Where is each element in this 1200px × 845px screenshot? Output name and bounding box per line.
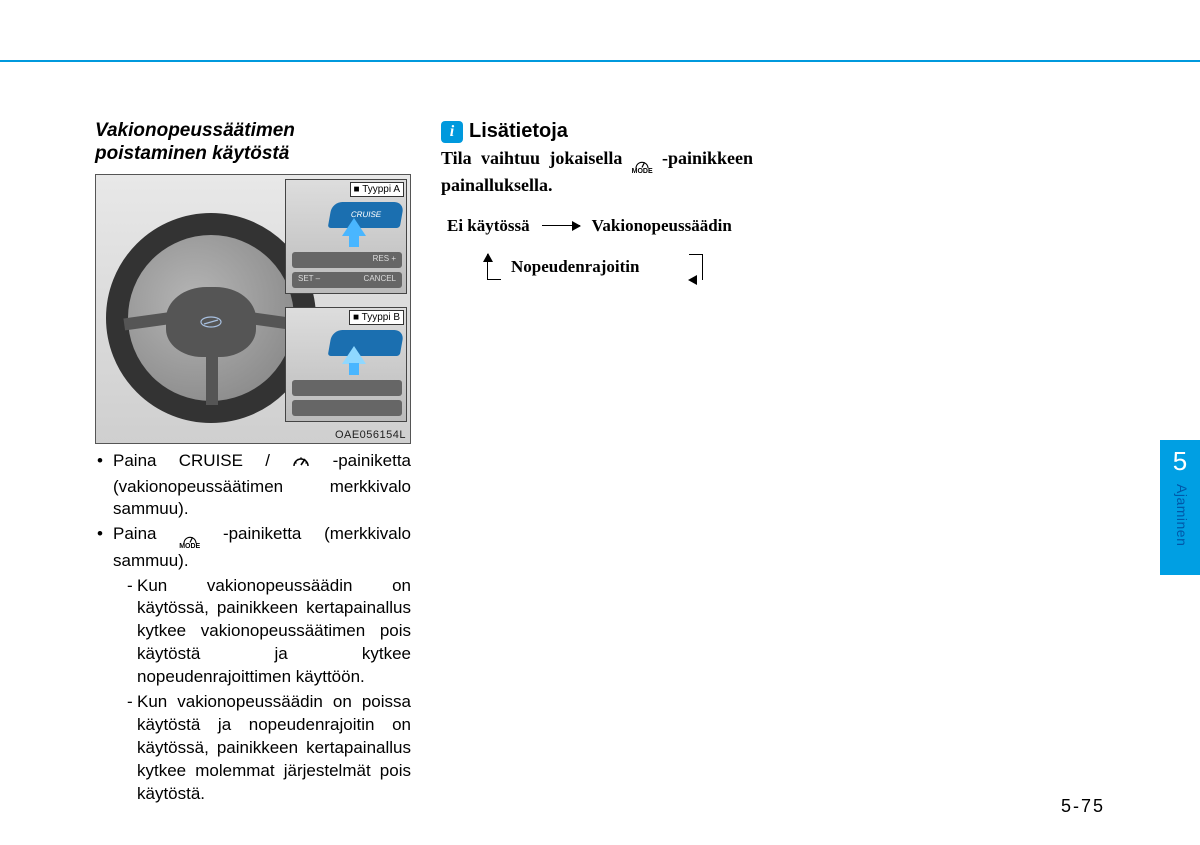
callout-label-b: ■ Tyyppi B: [349, 310, 404, 325]
figure-steering-wheel: ■ Tyyppi A CRUISE RES + SET – CANCEL ■ Ty…: [95, 174, 411, 444]
image-code: OAE056154L: [335, 429, 406, 441]
arrow-return-icon: [689, 254, 703, 280]
up-arrow-icon: [342, 218, 366, 236]
cycle-node: Ei käytössä: [447, 216, 530, 236]
callout-type-a: ■ Tyyppi A CRUISE RES + SET – CANCEL: [285, 179, 407, 294]
wheel-hub: [166, 287, 256, 357]
cancel-label: CANCEL: [364, 274, 396, 283]
cycle-row: Nopeudenrajoitin: [487, 254, 703, 280]
bullet-item: Paina CRUISE / -painiketta (vakionopeuss…: [95, 450, 411, 522]
left-column: Vakionopeussäätimen poistaminen käytöstä…: [95, 120, 411, 808]
bullet-list: Paina CRUISE / -painiketta (vakionopeuss…: [95, 450, 411, 806]
up-arrow-icon: [342, 346, 366, 364]
bullet-item: Paina MODE -painiketta (merkkivalo sammu…: [95, 523, 411, 806]
cruise-button-graphic: [328, 330, 405, 356]
callout-type-b: ■ Tyyppi B: [285, 307, 407, 422]
header-rule: [0, 60, 1200, 62]
info-title: Lisätietoja: [469, 120, 568, 143]
sub-item: Kun vakionopeussäädin on käytössä, paini…: [127, 575, 411, 690]
label-text: Tyyppi B: [362, 312, 400, 323]
mode-label: MODE: [179, 545, 200, 549]
page-number: 5-75: [1061, 796, 1105, 817]
cycle-row: Ei käytössä Vakionopeussäädin: [447, 216, 732, 236]
text: Paina: [113, 524, 179, 543]
callout-label-a: ■ Tyyppi A: [350, 182, 404, 197]
res-label: RES +: [373, 254, 396, 263]
sub-item: Kun vakionopeussäädin on poissa käytöstä…: [127, 691, 411, 806]
sub-list: Kun vakionopeussäädin on käytössä, paini…: [113, 575, 411, 806]
speedometer-icon: [292, 453, 310, 476]
text: Tila vaihtuu jokaisella: [441, 148, 632, 168]
info-text: Tila vaihtuu jokaisella MODE -painikkeen…: [441, 147, 753, 198]
info-icon: i: [441, 121, 463, 143]
wheel-spoke: [206, 350, 218, 405]
set-label: SET –: [298, 274, 320, 283]
mode-cycle-diagram: Ei käytössä Vakionopeussäädin Nopeudenra…: [441, 216, 753, 286]
mode-label: MODE: [632, 170, 653, 174]
mode-icon: MODE: [179, 533, 200, 549]
set-button-graphic: RES +: [292, 252, 402, 268]
cruise-button-graphic: CRUISE: [328, 202, 405, 228]
cycle-node: Nopeudenrajoitin: [511, 257, 639, 277]
right-column: [783, 120, 1095, 808]
info-header: i Lisätietoja: [441, 120, 753, 143]
cancel-button-graphic: [292, 400, 402, 416]
chapter-tab: 5 Ajaminen: [1160, 440, 1200, 575]
arrow-up-icon: [487, 254, 501, 280]
middle-column: i Lisätietoja Tila vaihtuu jokaisella MO…: [441, 120, 753, 808]
text: Paina CRUISE /: [113, 451, 292, 470]
cancel-button-graphic: SET – CANCEL: [292, 272, 402, 288]
chapter-label: Ajaminen: [1174, 484, 1190, 546]
arrow-right-icon: [542, 225, 580, 227]
mode-icon: MODE: [632, 158, 653, 174]
section-title: Vakionopeussäätimen poistaminen käytöstä: [95, 120, 411, 166]
cycle-node: Vakionopeussäädin: [592, 216, 732, 236]
set-button-graphic: [292, 380, 402, 396]
label-text: Tyyppi A: [362, 184, 400, 195]
page-content: Vakionopeussäätimen poistaminen käytöstä…: [95, 120, 1095, 808]
chapter-number: 5: [1160, 446, 1200, 477]
